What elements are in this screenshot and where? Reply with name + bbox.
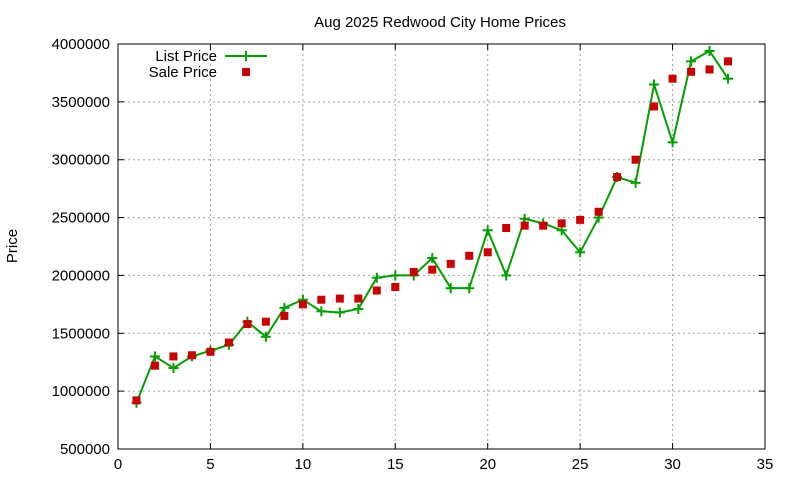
legend-label-list-price: List Price <box>155 48 217 65</box>
list-price-point <box>704 45 715 56</box>
grid <box>118 44 765 449</box>
list-price-point <box>686 56 697 67</box>
y-tick-label: 3000000 <box>52 152 110 169</box>
sale-price-point <box>150 361 159 370</box>
y-tick-label: 3500000 <box>52 94 110 111</box>
sale-price-point <box>391 283 400 291</box>
legend-marker-sale-price <box>242 68 250 76</box>
sale-price-point <box>372 286 381 295</box>
sale-price-point <box>483 248 492 257</box>
x-tick-label: 20 <box>479 456 496 473</box>
sale-price-point <box>132 396 141 405</box>
list-price-point <box>260 331 271 342</box>
list-price-point <box>334 307 345 318</box>
y-axis-label: Price <box>4 229 21 263</box>
sale-price-point <box>539 221 548 230</box>
sale-price-point <box>428 265 437 274</box>
sale-price-point <box>613 173 622 182</box>
list-price-point <box>371 272 382 283</box>
y-tick-label: 4000000 <box>52 36 110 53</box>
list-price-point <box>445 283 456 294</box>
y-tick-label: 2000000 <box>52 267 110 284</box>
list-price-point <box>723 73 734 84</box>
sale-price-point <box>280 311 289 320</box>
sale-price-point <box>631 155 640 164</box>
y-tick-label: 2500000 <box>52 210 110 227</box>
sale-price-point <box>650 102 659 111</box>
sale-price-point <box>187 351 196 360</box>
plot-frame <box>117 43 766 450</box>
x-tick-label: 10 <box>295 456 312 473</box>
legend-label-sale-price: Sale Price <box>149 64 217 81</box>
list-price-point <box>149 351 160 362</box>
list-price-point <box>390 270 401 281</box>
sale-price-point <box>446 259 455 268</box>
sale-price-point <box>317 295 326 304</box>
x-tick-label: 15 <box>387 456 404 473</box>
x-tick-label: 35 <box>757 456 774 473</box>
list-price-point <box>667 137 678 148</box>
sale-price-point <box>724 57 733 66</box>
x-tick-label: 0 <box>114 456 122 473</box>
list-price-point <box>168 363 179 373</box>
list-price-point <box>649 79 660 90</box>
sale-price-point <box>243 320 252 329</box>
sale-price-point <box>169 352 178 361</box>
y-tick-label: 1500000 <box>52 325 110 342</box>
sale-price-point <box>409 267 418 276</box>
sale-price-point <box>520 221 529 230</box>
list-price-point <box>464 283 475 294</box>
sale-price-point <box>335 294 344 303</box>
sale-price-point <box>687 67 696 76</box>
sale-price-point <box>705 65 714 74</box>
list-price-point <box>353 303 364 314</box>
x-tick-label: 30 <box>664 456 681 473</box>
sale-price-point <box>502 223 511 232</box>
y-tick-label: 1000000 <box>52 383 110 400</box>
list-price-point <box>482 225 493 236</box>
sale-price-point <box>668 74 677 83</box>
sale-price-point <box>557 219 566 228</box>
list-price-point <box>279 302 290 313</box>
x-tick-label: 5 <box>206 456 214 473</box>
list-price-point <box>316 306 327 317</box>
list-price-line <box>135 49 729 404</box>
sale-price-point <box>261 317 270 326</box>
sale-price-point <box>298 300 307 309</box>
axes: 0 5 10 15 20 25 30 35 500000 1000000 1500000 200000… <box>52 36 774 473</box>
sale-price-point <box>594 207 603 216</box>
list-price-point <box>427 253 438 264</box>
sale-price-point <box>576 215 585 224</box>
list-price-point <box>501 270 512 281</box>
sale-price-point <box>206 347 215 356</box>
sale-price-point <box>224 338 233 347</box>
x-tick-label: 25 <box>572 456 589 473</box>
series <box>131 45 734 408</box>
y-tick-label: 500000 <box>60 441 110 458</box>
list-price-point <box>630 177 641 188</box>
list-price-point <box>575 247 586 258</box>
chart-title: Aug 2025 Redwood City Home Prices <box>314 14 566 31</box>
sale-price-point <box>465 251 474 260</box>
sale-price-point <box>354 294 363 303</box>
